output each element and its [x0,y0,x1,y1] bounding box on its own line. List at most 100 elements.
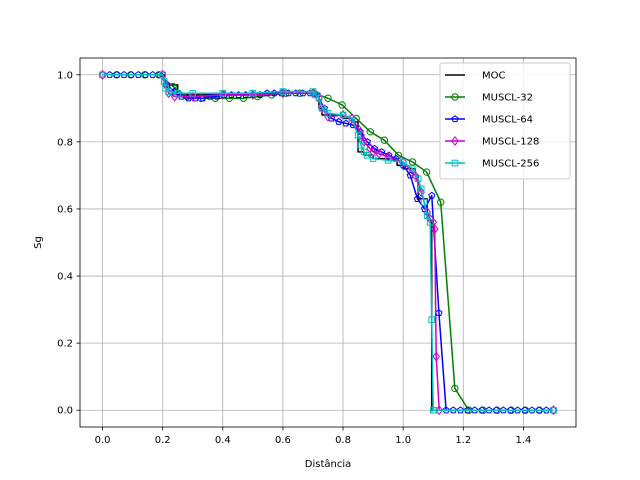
legend-swatch-marker [451,135,459,147]
data-point-muscl-64 [514,406,522,414]
data-point-muscl-256 [174,89,181,97]
data-point-muscl-256 [249,89,257,97]
legend-item-muscl-64: MUSCL-64 [445,115,533,126]
x-axis-label: Distância [305,458,351,470]
data-point-muscl-64 [463,406,472,414]
legend-swatch-marker [451,159,459,167]
series-muscl-256 [99,71,557,414]
data-point-muscl-256 [408,165,416,172]
data-point-muscl-64 [106,70,114,78]
y-axis-label: Sg [33,236,44,249]
data-point-muscl-64 [542,406,550,414]
data-point-muscl-32 [422,168,431,176]
legend-item-moc: MOC [445,71,505,82]
data-point-muscl-64 [442,406,450,414]
data-point-muscl-256 [165,88,172,95]
data-point-muscl-128 [339,109,347,121]
data-point-muscl-32 [451,384,459,393]
y-tick-label: 1.0 [57,70,73,81]
data-point-muscl-128 [417,187,425,198]
data-point-muscl-256 [159,71,166,79]
data-point-muscl-128 [188,91,197,102]
data-point-muscl-32 [352,114,360,123]
data-point-muscl-64 [428,191,436,199]
data-point-muscl-128 [432,351,440,362]
data-point-muscl-128 [549,405,558,416]
data-point-muscl-256 [315,94,323,102]
data-point-muscl-256 [399,158,407,166]
data-point-muscl-256 [417,185,425,193]
y-tick-label: 0.6 [57,204,73,215]
data-point-muscl-64 [521,406,529,414]
data-point-muscl-64 [113,70,121,78]
legend-label: MUSCL-128 [482,137,539,148]
data-point-muscl-128 [430,224,439,235]
legend-box [439,62,571,180]
data-point-muscl-256 [369,155,377,162]
data-point-muscl-64 [456,406,465,414]
data-point-muscl-128 [324,111,332,122]
legend-label: MUSCL-32 [482,93,533,104]
y-tick-label: 0.2 [57,339,73,350]
x-tick-label: 0.2 [155,435,171,446]
data-point-muscl-256 [348,115,356,122]
series-layer [98,69,558,416]
y-tick-label: 0.8 [57,137,73,148]
legend: MOC MUSCL-32 MUSCL-64 MUSCL-128 MUSCL-256 [439,62,571,180]
data-point-muscl-64 [499,406,507,414]
data-point-muscl-256 [414,175,422,183]
legend-label: MUSCL-256 [482,159,539,170]
legend-swatch-marker [451,93,459,101]
data-point-muscl-64 [342,119,350,127]
data-point-muscl-256 [423,212,431,219]
data-point-muscl-256 [219,89,227,97]
legend-swatch-marker [451,115,459,123]
axes-frame [79,57,577,428]
data-point-muscl-256 [431,406,439,414]
data-point-muscl-64 [478,406,486,414]
data-point-muscl-64 [471,406,479,414]
x-tick-label: 0.0 [95,435,111,446]
data-point-muscl-64 [120,70,128,78]
data-point-muscl-256 [324,110,332,117]
y-tick-label: 0.0 [57,406,73,417]
data-point-muscl-64 [535,406,543,414]
data-point-muscl-256 [357,141,365,149]
data-point-muscl-128 [98,69,107,80]
data-point-muscl-32 [324,94,332,102]
data-point-muscl-32 [338,101,346,109]
data-point-muscl-256 [99,71,106,79]
data-point-muscl-128 [399,156,407,168]
data-point-muscl-256 [384,157,392,164]
data-point-muscl-256 [160,78,168,85]
data-point-muscl-256 [426,219,434,226]
legend-label: MOC [482,71,505,82]
data-point-muscl-64 [335,117,343,125]
y-tick-label: 0.4 [57,272,73,283]
x-tick-label: 0.6 [275,435,291,446]
data-point-muscl-64 [506,406,515,414]
x-tick-label: 1.4 [515,435,531,446]
data-point-muscl-256 [339,111,347,119]
data-point-muscl-64 [177,92,185,100]
data-point-muscl-64 [134,70,142,78]
data-point-muscl-64 [485,406,493,414]
data-point-muscl-256 [279,88,287,95]
data-point-muscl-128 [170,91,179,102]
data-point-muscl-64 [528,406,536,414]
data-point-muscl-256 [189,89,197,97]
data-point-muscl-256 [318,105,326,112]
legend-label: MUSCL-64 [482,115,533,126]
x-tick-label: 1.0 [395,435,411,446]
data-point-muscl-64 [149,70,157,78]
tick-layer: 0.0 0.2 0.4 0.6 0.8 1.0 1.2 1.4 0.0 0.2 0.4 0.6 0.8 1… [57,70,531,446]
data-point-muscl-32 [380,136,389,144]
data-point-muscl-256 [363,151,371,159]
legend-item-muscl-32: MUSCL-32 [445,93,533,104]
data-point-muscl-64 [413,195,422,202]
data-point-muscl-32 [408,158,417,166]
x-tick-label: 1.2 [455,435,471,446]
data-point-muscl-128 [357,130,365,141]
data-point-muscl-256 [550,406,557,414]
